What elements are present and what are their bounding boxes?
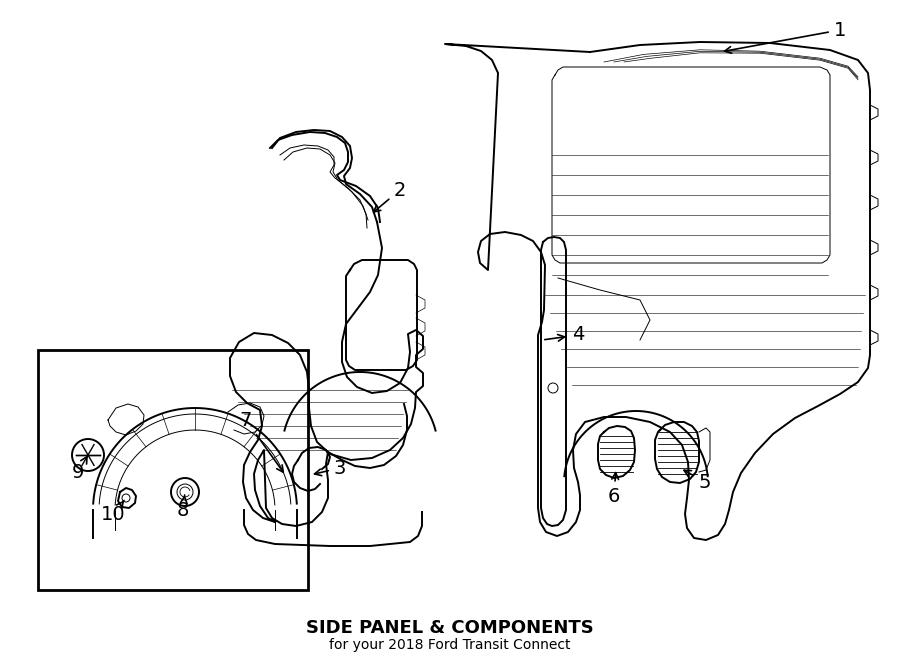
Text: SIDE PANEL & COMPONENTS: SIDE PANEL & COMPONENTS	[306, 619, 594, 637]
Text: 7: 7	[239, 410, 284, 472]
Text: 9: 9	[72, 457, 87, 481]
Bar	[38, 350, 308, 590]
Text: 6: 6	[608, 473, 620, 506]
Text: 5: 5	[684, 470, 711, 492]
Text: for your 2018 Ford Transit Connect: for your 2018 Ford Transit Connect	[329, 638, 571, 652]
Text: 8: 8	[176, 495, 189, 520]
Text: 4: 4	[544, 325, 584, 344]
Text: 1: 1	[724, 20, 846, 54]
Text: 3: 3	[314, 459, 346, 477]
Text: 2: 2	[374, 180, 406, 212]
Text: 10: 10	[101, 500, 125, 524]
